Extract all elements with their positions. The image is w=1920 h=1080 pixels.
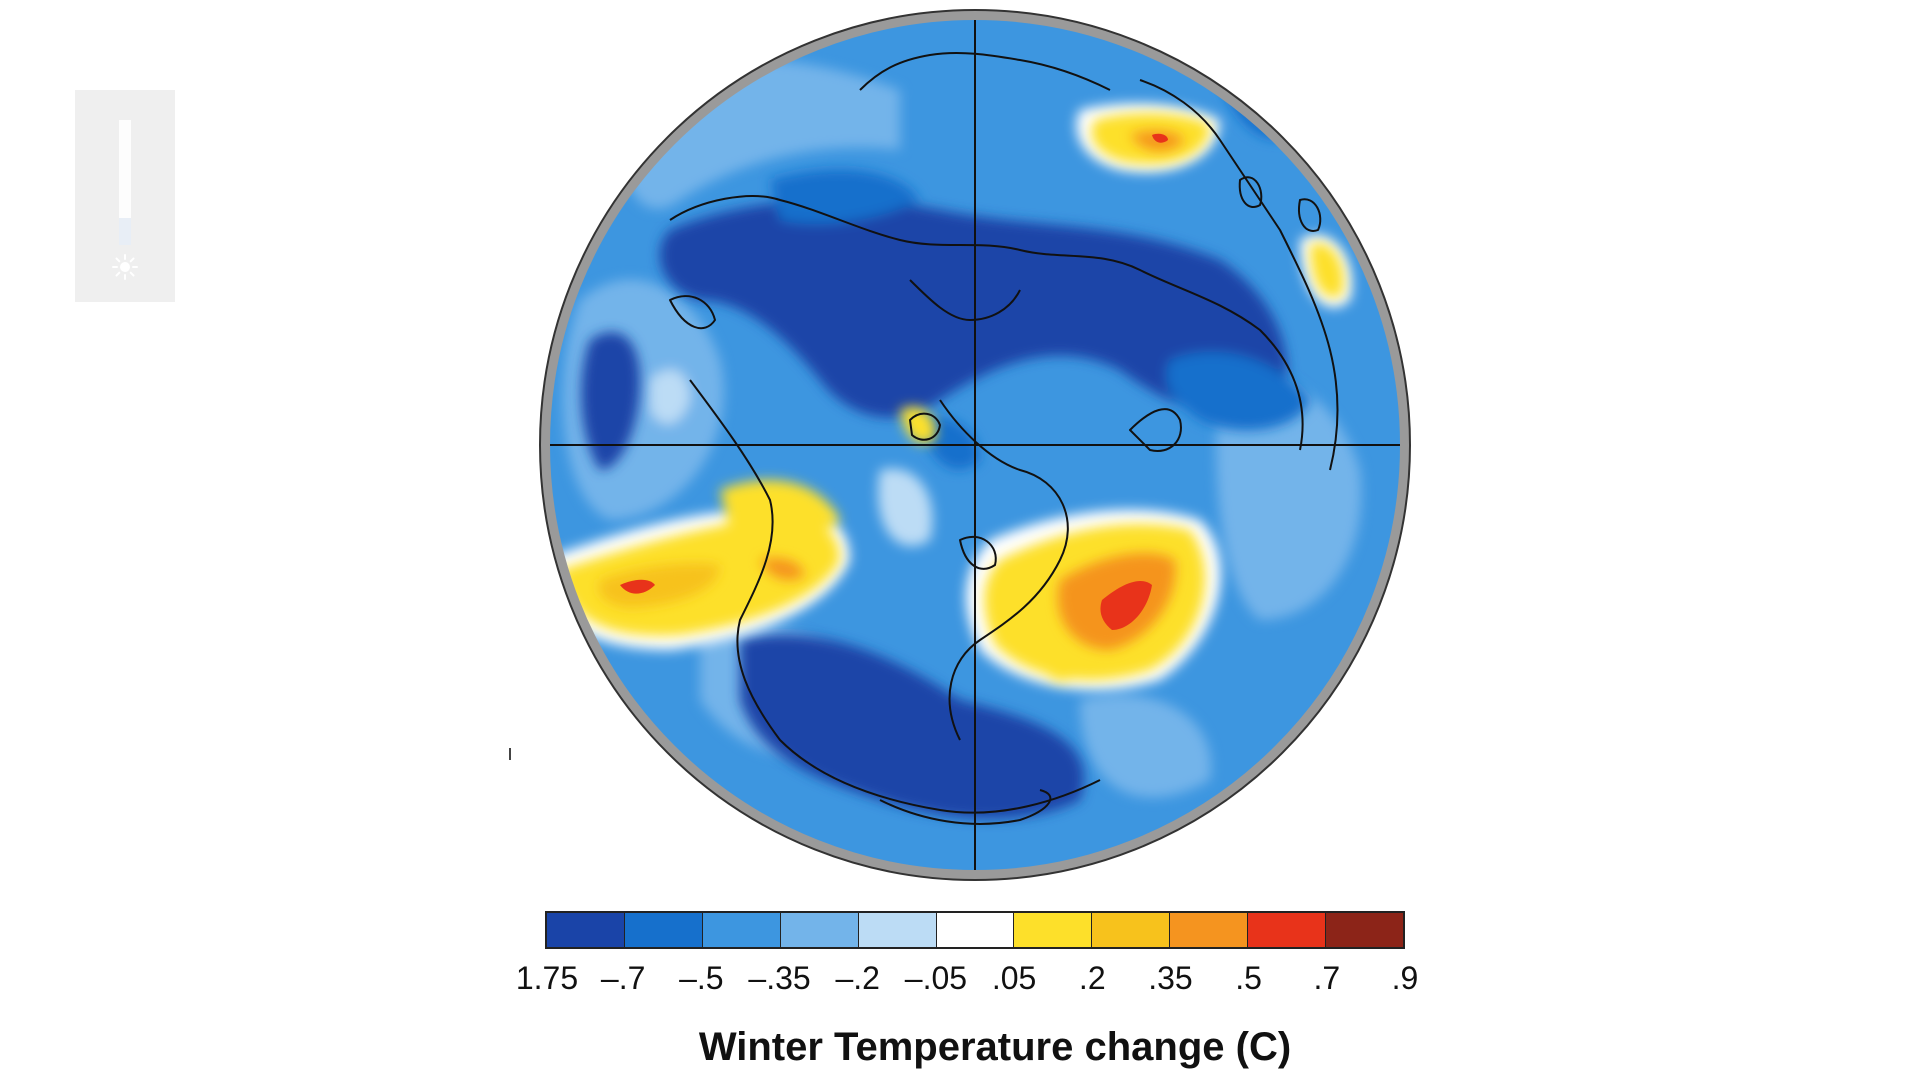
legend-tick-label: –.7 xyxy=(600,960,646,996)
color-legend-bar xyxy=(545,911,1405,949)
legend-tick-label: –.5 xyxy=(679,960,724,996)
legend-swatch xyxy=(624,913,703,947)
brightness-panel[interactable] xyxy=(75,90,175,302)
legend-swatch xyxy=(780,913,859,947)
legend-swatch xyxy=(1248,913,1327,947)
edge-mark xyxy=(509,748,511,760)
legend-tick-label: .9 xyxy=(1391,960,1419,996)
legend-tick-label: –.35 xyxy=(748,960,811,996)
globe-rim xyxy=(540,10,1410,880)
legend-swatch xyxy=(936,913,1015,947)
legend-swatch xyxy=(858,913,937,947)
legend-swatch xyxy=(1014,913,1093,947)
polar-temperature-map xyxy=(539,9,1411,881)
brightness-slider[interactable] xyxy=(119,120,131,245)
temperature-field xyxy=(547,17,1403,873)
globe-outline xyxy=(539,9,1411,881)
legend-tick-label: 1.75 xyxy=(515,960,579,996)
legend-caption: Winter Temperature change (C) xyxy=(698,1025,1292,1069)
brightness-slider-fill xyxy=(119,120,131,218)
legend-tick-label: .05 xyxy=(991,960,1037,996)
legend-tick-label: –.05 xyxy=(904,960,968,996)
legend-tick-label: .7 xyxy=(1313,960,1341,996)
legend-swatch xyxy=(702,913,781,947)
legend-tick-label: .5 xyxy=(1235,960,1262,996)
legend-swatch xyxy=(547,913,625,947)
sun-icon xyxy=(112,254,138,280)
legend-swatch xyxy=(1170,913,1249,947)
legend-swatch xyxy=(1092,913,1171,947)
graticule xyxy=(547,17,1403,873)
legend-tick-label: –.2 xyxy=(835,960,880,996)
legend-tick-label: .2 xyxy=(1078,960,1106,996)
legend-swatch xyxy=(1326,913,1403,947)
legend-tick-label: .35 xyxy=(1148,960,1193,996)
